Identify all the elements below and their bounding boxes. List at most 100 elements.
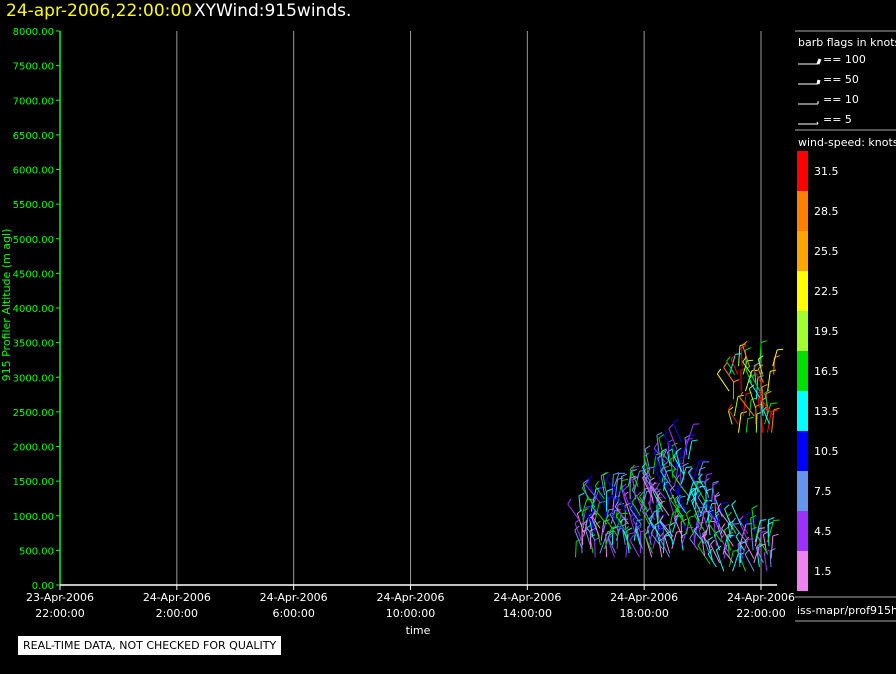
wind-barb-flag [675, 447, 682, 453]
wind-barb [602, 509, 610, 533]
wind-barb [715, 549, 725, 572]
y-tick-label: 5000.00 [13, 235, 54, 246]
wind-barb [653, 468, 665, 487]
wind-barb-flag [768, 517, 775, 521]
wind-barb-flag [668, 423, 674, 429]
wind-barb-flag [755, 542, 761, 549]
legend-color-swatch [797, 311, 808, 351]
wind-barb-flag [656, 492, 661, 499]
wind-barb [713, 522, 717, 547]
wind-barb-flag [585, 525, 591, 530]
wind-barb [723, 550, 734, 564]
wind-barb [630, 509, 641, 529]
wind-barb [600, 521, 605, 541]
wind-barb-flag [750, 397, 758, 401]
wind-barb [630, 467, 634, 483]
wind-barb-flag [764, 389, 770, 394]
wind-barb [751, 508, 756, 530]
wind-barb [674, 489, 686, 510]
wind-barb [766, 520, 775, 543]
wind-barb [744, 515, 749, 530]
wind-barb [620, 476, 623, 491]
y-tick-label: 4500.00 [13, 269, 54, 280]
wind-barb [729, 354, 736, 375]
wind-barb-flag [673, 451, 678, 457]
wind-barb-flag [773, 519, 780, 522]
wind-barb [681, 527, 688, 547]
wind-barb [726, 360, 735, 375]
wind-barb-flag [592, 507, 599, 511]
x-tick-date: 24-Apr-2006 [493, 591, 561, 604]
wind-barb-flag [649, 477, 655, 482]
wind-barb [676, 499, 687, 514]
legend-color-label: 13.5 [814, 405, 839, 418]
wind-barb-flag [739, 391, 744, 398]
wind-barb [581, 487, 596, 508]
wind-barb [694, 515, 705, 532]
wind-barb [742, 361, 752, 375]
wind-barb [712, 485, 717, 509]
wind-barb [717, 508, 731, 526]
wind-barb [697, 461, 704, 476]
wind-barb [720, 538, 731, 555]
legend-flag-label: == 10 [823, 93, 859, 106]
wind-barb-flag [748, 374, 753, 381]
wind-barb [772, 349, 778, 367]
wind-barb [636, 496, 647, 516]
legend-color-label: 16.5 [814, 365, 839, 378]
wind-barb-flag [691, 488, 697, 493]
wind-barb [737, 544, 744, 559]
legend-color-swatch [797, 191, 808, 231]
legend-flag-label: == 100 [823, 53, 866, 66]
wind-barb [616, 506, 625, 521]
wind-barb-flag [658, 537, 665, 542]
wind-barb [767, 371, 771, 392]
wind-barb [673, 517, 684, 539]
wind-barb-flag [632, 465, 640, 469]
legend-barb-flag [816, 121, 819, 125]
x-tick-date: 24-Apr-2006 [376, 591, 444, 604]
wind-barb [672, 516, 678, 533]
wind-barb [644, 448, 651, 471]
wind-barb [629, 468, 639, 487]
wind-barb-flag [608, 508, 615, 511]
wind-barb [600, 475, 606, 496]
wind-barb-flag [773, 407, 780, 411]
wind-barb [652, 454, 657, 475]
wind-barb-flag [676, 494, 681, 501]
wind-barb [611, 528, 614, 545]
wind-barb-flag [707, 536, 713, 541]
wind-barb [660, 471, 675, 492]
wind-barb-flag [645, 470, 651, 476]
wind-barb-flag [578, 492, 585, 497]
wind-barb [717, 503, 723, 526]
wind-barb [699, 500, 707, 518]
wind-barb-flag [658, 532, 664, 538]
wind-barb [611, 513, 627, 533]
legend-color-swatch [797, 471, 808, 511]
wind-barb-flag [682, 462, 689, 467]
wind-barb [728, 551, 734, 568]
wind-barb-flag [585, 505, 593, 508]
wind-barb [745, 369, 752, 383]
wind-barb-flag [763, 530, 769, 535]
legend-color-swatch [797, 351, 808, 391]
axes: 0.00 500.00 1000.00 1500.00 2000.00 2500.00 30… [13, 27, 795, 620]
wind-barb [744, 541, 755, 559]
wind-barb [650, 532, 664, 550]
wind-barb [723, 367, 735, 384]
wind-barb-flag [664, 523, 671, 527]
wind-barb-flag [680, 508, 686, 513]
wind-barb-flag [595, 520, 601, 526]
wind-barb-flag [698, 473, 703, 479]
wind-barb-flag [591, 500, 595, 507]
wind-barb-flag [760, 340, 768, 343]
wind-barb [739, 396, 755, 417]
wind-barb-flag [658, 434, 665, 439]
wind-barb [667, 442, 671, 458]
wind-barb [645, 475, 659, 496]
wind-barb-flag [667, 448, 673, 453]
wind-barb [668, 428, 678, 450]
wind-barb-flag [706, 472, 713, 476]
wind-barb [673, 455, 685, 476]
